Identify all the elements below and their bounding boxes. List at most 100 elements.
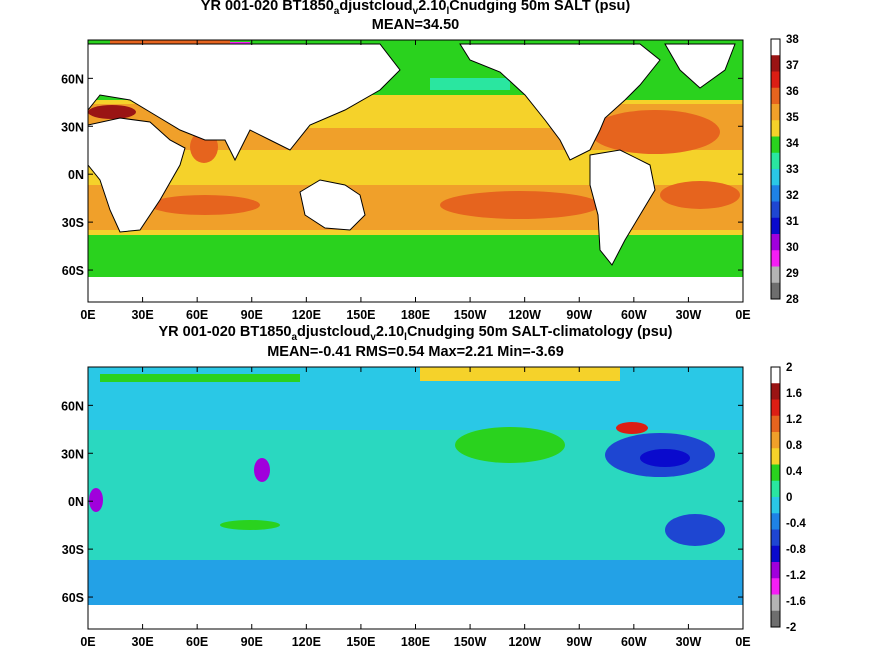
colorbars-group: 38 37 36 35 34 33 32 31 30 29 28 2 1.6 1.2 0.8 0.4 0 -0.4… — [770, 34, 806, 634]
panel2-ytick-label: 30S — [62, 543, 84, 557]
panel2-colorbar-segment — [771, 529, 780, 547]
panel1-xtick-label: 60E — [186, 308, 208, 322]
panel2-ytick-label: 60N — [61, 399, 84, 413]
panel1-ytick-label: 60S — [62, 264, 84, 278]
panel2-title: YR 001-020 BT1850adjustcloudv2.10lCnudgi… — [158, 324, 673, 343]
npac-green-2 — [455, 427, 565, 463]
panel2-colorbar-label: -0.8 — [786, 544, 806, 556]
panel2-colorbar-label: -0.4 — [786, 518, 806, 530]
panel1-xtick-label: 120E — [292, 308, 321, 322]
panel1-colorbar-segment — [771, 136, 780, 154]
panel2-xtick-label: 150E — [346, 635, 375, 649]
panel2-colorbar-segment — [771, 594, 780, 612]
panel1-colorbar-segment — [771, 120, 780, 137]
spac-max-1 — [440, 191, 600, 219]
npacific-teal-1 — [430, 78, 510, 90]
panel2-xtick-label: 60W — [621, 635, 647, 649]
panel2-ytick-label: 30N — [61, 447, 84, 461]
panel1-colorbar-segment — [771, 282, 780, 300]
panel1-xtick-label: 120W — [508, 308, 541, 322]
arctic-orange-1 — [110, 40, 230, 45]
panel2-colorbar-segment — [771, 415, 780, 433]
arctic-green-2 — [100, 374, 300, 382]
satl-max-1 — [660, 181, 740, 209]
panel1-xtick-label: 150W — [454, 308, 487, 322]
panel2-ytick-label: 60S — [62, 591, 84, 605]
panel2-xtick-label: 0E — [735, 635, 750, 649]
panel2-colorbar-segment — [771, 497, 780, 514]
panel2-colorbar-label: -2 — [786, 622, 796, 634]
panel2-xtick-label: 0E — [80, 635, 95, 649]
panel1-colorbar-label: 33 — [786, 164, 799, 176]
panel2-colorbar-label: -1.6 — [786, 596, 806, 608]
panel1-colorbar-segment — [771, 266, 780, 284]
panel1-ytick-label: 0N — [68, 168, 84, 182]
panel2-colorbar-label: 1.6 — [786, 388, 802, 400]
panel1-ytick-label: 30N — [61, 120, 84, 134]
panel2-colorbar-label: 2 — [786, 362, 792, 374]
panel2-colorbar-segment — [771, 399, 780, 417]
panel2-xtick-label: 180E — [401, 635, 430, 649]
natl-fresh-core-2 — [640, 449, 690, 467]
panel2-xtick-label: 90W — [566, 635, 592, 649]
panel2-colorbar-segment — [771, 480, 780, 498]
panel1-colorbar-segment — [771, 87, 780, 105]
panel1-stats: MEAN=34.50 — [371, 17, 460, 33]
panel1-xtick-label: 30W — [676, 308, 702, 322]
panel2-xtick-label: 120W — [508, 635, 541, 649]
panel1-colorbar-segment — [771, 185, 780, 202]
land-africa-1 — [88, 117, 186, 233]
panel1-colorbar-segment — [771, 217, 780, 235]
panel1-xtick-label: 150E — [346, 308, 375, 322]
panel2-xtick-label: 60E — [186, 635, 208, 649]
panel2-colorbar-label: -1.2 — [786, 570, 806, 582]
panel2-xtick-label: 30W — [676, 635, 702, 649]
panel1-colorbar-segment — [771, 39, 780, 56]
panel1-colorbar-segment — [771, 104, 780, 121]
panel1-ytick-label: 60N — [61, 72, 84, 86]
panel2-stats: MEAN=-0.41 RMS=0.54 Max=2.21 Min=-3.69 — [267, 344, 564, 360]
panel2-colorbar-segment — [771, 432, 780, 449]
satl-fresh-2 — [665, 514, 725, 546]
panel2-colorbar-segment — [771, 578, 780, 595]
panel2-xtick-label: 120E — [292, 635, 321, 649]
southern-ocean-1 — [88, 236, 743, 276]
land-eurasia-1 — [88, 43, 401, 162]
panel2-colorbar-segment — [771, 562, 780, 579]
panel2-colorbar-segment — [771, 464, 780, 482]
panel2-colorbar-label: 1.2 — [786, 414, 802, 426]
panel1-colorbar-segment — [771, 250, 780, 267]
panel1-colorbar-label: 28 — [786, 294, 799, 306]
panel1-colorbar-frame — [770, 38, 781, 300]
panel1-title: YR 001-020 BT1850adjustcloudv2.10lCnudgi… — [200, 0, 631, 17]
land-samerica-1 — [589, 149, 656, 266]
panel2-colorbar-segment — [771, 367, 780, 384]
land-namerica-1 — [459, 43, 661, 161]
gulfstream-2 — [616, 422, 648, 434]
spac-green-2 — [220, 520, 280, 530]
bay-bengal-2 — [254, 458, 270, 482]
panel1-colorbar-segment — [771, 234, 780, 251]
panel1-colorbar-label: 34 — [786, 138, 799, 150]
land-greenland-1 — [664, 43, 736, 89]
panel2-xtick-label: 150W — [454, 635, 487, 649]
panel1-colorbar-label: 38 — [786, 34, 799, 46]
sio-max-1 — [150, 195, 260, 215]
panel1-colorbar-label: 35 — [786, 112, 799, 124]
arctic-yellow-2 — [420, 367, 620, 381]
natl-max-1 — [590, 110, 720, 154]
panel2-colorbar-segment — [771, 610, 780, 628]
panel2-colorbar-frame — [770, 366, 781, 628]
med-max-1 — [88, 105, 136, 119]
panel2-xtick-label: 90E — [241, 635, 263, 649]
panel1-xtick-label: 0E — [735, 308, 750, 322]
panel1-colorbar-label: 29 — [786, 268, 799, 280]
panel1-colorbar-segment — [771, 152, 780, 170]
panel2-map — [88, 367, 743, 629]
land-australia-1 — [299, 179, 366, 231]
continents-panel1 — [88, 43, 736, 266]
panel1-colorbar-label: 31 — [786, 216, 799, 228]
panel1-xtick-label: 180E — [401, 308, 430, 322]
panel2-colorbar-label: 0.4 — [786, 466, 803, 478]
